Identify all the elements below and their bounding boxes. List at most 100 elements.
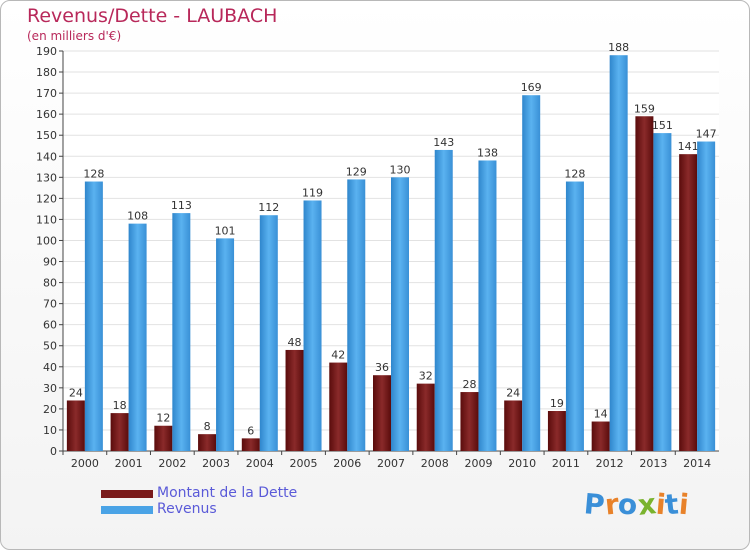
debt-bar bbox=[285, 349, 304, 451]
y-tick-label: 140 bbox=[36, 150, 57, 163]
debt-bar-label: 12 bbox=[156, 412, 170, 425]
revenue-bar bbox=[303, 200, 322, 451]
debt-bar-label: 36 bbox=[375, 361, 389, 374]
debt-bar bbox=[416, 383, 435, 451]
y-tick-label: 80 bbox=[43, 277, 57, 290]
y-tick-label: 180 bbox=[36, 66, 57, 79]
y-tick-label: 0 bbox=[50, 445, 57, 458]
debt-bar bbox=[373, 375, 391, 451]
y-tick-label: 30 bbox=[43, 382, 57, 395]
revenue-bar-label: 119 bbox=[302, 186, 323, 199]
x-tick-label: 2003 bbox=[202, 457, 230, 470]
revenue-bar-label: 138 bbox=[477, 146, 498, 159]
debt-bar bbox=[460, 392, 479, 451]
debt-bar-label: 18 bbox=[113, 399, 127, 412]
revenue-bar bbox=[609, 55, 628, 452]
revenue-bar bbox=[522, 95, 541, 452]
debt-bar-label: 6 bbox=[247, 424, 254, 437]
x-tick-label: 2007 bbox=[377, 457, 405, 470]
legend-swatch bbox=[101, 506, 153, 514]
y-tick-label: 60 bbox=[43, 319, 57, 332]
revenue-bar-label: 101 bbox=[215, 224, 236, 237]
revenue-bar bbox=[434, 149, 453, 451]
x-tick-label: 2001 bbox=[115, 457, 143, 470]
revenue-bar bbox=[84, 181, 103, 452]
revenue-bar-label: 108 bbox=[127, 210, 148, 223]
y-tick-label: 10 bbox=[43, 424, 57, 437]
debt-bar-label: 24 bbox=[506, 386, 520, 399]
debt-bar-label: 28 bbox=[462, 378, 476, 391]
x-tick-label: 2014 bbox=[683, 457, 711, 470]
y-tick-label: 160 bbox=[36, 108, 57, 121]
debt-bar bbox=[241, 438, 260, 451]
revenue-bar bbox=[172, 213, 191, 451]
debt-bar-label: 24 bbox=[69, 386, 83, 399]
debt-bar bbox=[504, 400, 523, 451]
x-tick-label: 2006 bbox=[333, 457, 361, 470]
debt-bar bbox=[110, 413, 129, 451]
debt-bar bbox=[635, 116, 654, 452]
x-tick-label: 2012 bbox=[596, 457, 624, 470]
revenue-bar-label: 129 bbox=[346, 165, 367, 178]
y-tick-label: 50 bbox=[43, 340, 57, 353]
debt-bar bbox=[154, 425, 173, 451]
y-tick-label: 20 bbox=[43, 403, 57, 416]
y-tick-label: 170 bbox=[36, 87, 57, 100]
debt-bar-label: 8 bbox=[204, 420, 211, 433]
revenue-bar-label: 143 bbox=[433, 136, 454, 149]
y-tick-label: 130 bbox=[36, 171, 57, 184]
debt-bar bbox=[66, 400, 85, 451]
y-tick-label: 190 bbox=[36, 45, 57, 58]
debt-bar-label: 14 bbox=[594, 408, 608, 421]
y-tick-label: 150 bbox=[36, 129, 57, 142]
revenue-bar bbox=[478, 160, 497, 451]
y-tick-label: 120 bbox=[36, 192, 57, 205]
revenue-bar bbox=[259, 215, 278, 451]
chart-title: Revenus/Dette - LAUBACH bbox=[27, 5, 278, 27]
revenue-bar bbox=[565, 181, 584, 452]
revenue-bar-label: 112 bbox=[258, 201, 279, 214]
debt-bar bbox=[198, 434, 217, 451]
x-tick-label: 2005 bbox=[290, 457, 318, 470]
revenue-bar bbox=[347, 179, 366, 451]
debt-bar-label: 141 bbox=[678, 140, 699, 153]
x-tick-label: 2000 bbox=[71, 457, 99, 470]
y-tick-label: 110 bbox=[36, 213, 57, 226]
revenue-bar-label: 151 bbox=[652, 119, 673, 132]
revenue-bar-label: 128 bbox=[564, 168, 585, 181]
debt-bar-label: 19 bbox=[550, 397, 564, 410]
revenue-bar-label: 147 bbox=[696, 128, 717, 141]
y-tick-label: 100 bbox=[36, 234, 57, 247]
debt-bar bbox=[329, 362, 348, 451]
debt-bar-label: 32 bbox=[419, 370, 433, 383]
y-tick-label: 70 bbox=[43, 298, 57, 311]
debt-bar bbox=[679, 154, 698, 451]
debt-bar bbox=[591, 421, 610, 451]
revenue-bar bbox=[216, 238, 235, 451]
revenue-bar-label: 188 bbox=[608, 41, 629, 54]
x-tick-label: 2002 bbox=[158, 457, 186, 470]
debt-bar-label: 42 bbox=[331, 349, 345, 362]
x-tick-label: 2004 bbox=[246, 457, 274, 470]
revenue-bar bbox=[128, 223, 147, 451]
debt-bar bbox=[547, 411, 566, 451]
x-tick-label: 2013 bbox=[639, 457, 667, 470]
revenue-bar-label: 130 bbox=[390, 163, 411, 176]
y-tick-label: 90 bbox=[43, 256, 57, 269]
x-tick-label: 2011 bbox=[552, 457, 580, 470]
y-tick-label: 40 bbox=[43, 361, 57, 374]
chart-subtitle: (en milliers d'€) bbox=[27, 29, 122, 43]
x-tick-label: 2010 bbox=[508, 457, 536, 470]
revenue-bar-label: 128 bbox=[83, 168, 104, 181]
legend-label: Revenus bbox=[157, 501, 217, 517]
x-tick-label: 2008 bbox=[421, 457, 449, 470]
revenue-bar bbox=[391, 177, 409, 451]
debt-bar-label: 48 bbox=[288, 336, 302, 349]
legend-label: Montant de la Dette bbox=[157, 485, 298, 501]
proxiti-logo: Proxiti bbox=[582, 487, 690, 522]
revenue-bar bbox=[697, 141, 716, 452]
revenue-bar-label: 113 bbox=[171, 199, 192, 212]
revenue-bar bbox=[653, 133, 672, 451]
